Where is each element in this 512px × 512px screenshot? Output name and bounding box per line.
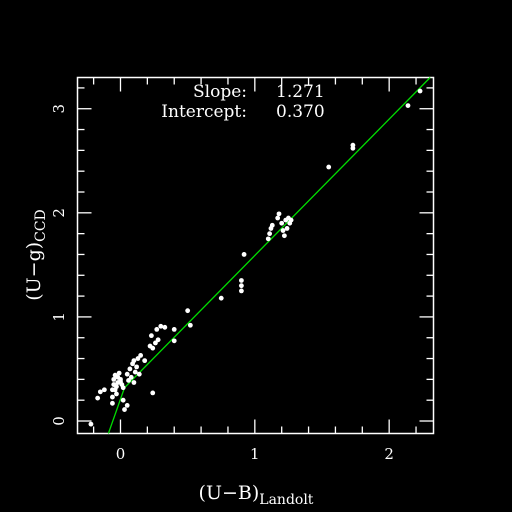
- data-point: [405, 103, 411, 109]
- x-axis-label-sub: Landolt: [259, 492, 314, 508]
- axis-ticks: [77, 77, 434, 434]
- data-point: [275, 215, 281, 221]
- data-point: [171, 338, 177, 344]
- data-point: [153, 340, 158, 346]
- data-point: [150, 345, 156, 351]
- data-point: [276, 211, 282, 217]
- y-axis-label-main: (U−g): [23, 242, 45, 301]
- x-tick-label: 1: [250, 445, 260, 463]
- fit-line: [107, 77, 431, 434]
- fit-line-lower: [107, 387, 126, 434]
- data-point: [136, 371, 142, 377]
- fit-annotation: Slope: 1.271 Intercept: 0.370: [161, 82, 324, 122]
- data-point: [122, 407, 127, 412]
- intercept-label: Intercept:: [161, 102, 247, 122]
- data-point: [118, 376, 123, 382]
- data-point: [135, 356, 141, 361]
- data-point: [128, 374, 134, 380]
- data-point: [114, 384, 119, 390]
- x-tick-label: 2: [384, 445, 394, 463]
- data-point: [127, 366, 133, 372]
- data-point: [162, 324, 168, 330]
- y-tick-label: 1: [50, 312, 68, 322]
- intercept-value: 0.370: [276, 102, 325, 122]
- data-point: [124, 402, 130, 408]
- y-tick-label: 3: [50, 104, 68, 114]
- slope-label: Slope:: [193, 82, 247, 102]
- data-point: [279, 220, 285, 226]
- plot-frame: [76, 76, 435, 435]
- y-axis-label-sub: CCD: [33, 209, 49, 242]
- data-point: [187, 322, 193, 328]
- data-point: [417, 88, 423, 94]
- data-point: [238, 278, 244, 283]
- data-point: [120, 385, 126, 391]
- data-point: [280, 228, 286, 233]
- data-point: [185, 308, 191, 314]
- data-point: [138, 353, 144, 358]
- y-axis-label: (U−g)CCD: [23, 209, 49, 301]
- data-point: [101, 387, 107, 393]
- data-point: [134, 364, 140, 370]
- y-tick-label: 0: [50, 416, 68, 426]
- data-point: [281, 233, 287, 239]
- data-point: [97, 389, 103, 395]
- data-point: [126, 378, 131, 383]
- data-point: [132, 369, 138, 375]
- data-point: [131, 380, 137, 385]
- data-point: [350, 145, 356, 151]
- tick-labels: 0 1 2 0 1 2 3: [50, 104, 394, 463]
- data-point: [116, 370, 122, 376]
- data-point: [288, 217, 294, 223]
- data-point: [111, 376, 117, 382]
- data-point: [284, 226, 290, 231]
- data-point: [114, 391, 119, 397]
- data-point: [267, 231, 273, 237]
- data-point: [326, 164, 332, 170]
- x-tick-label: 0: [116, 445, 126, 463]
- data-point: [154, 327, 160, 332]
- data-point: [124, 371, 130, 377]
- data-point: [269, 222, 275, 228]
- data-point: [88, 421, 94, 427]
- data-point: [241, 252, 247, 257]
- data-point: [150, 390, 156, 396]
- y-tick-label: 2: [50, 208, 68, 218]
- data-point: [142, 358, 148, 364]
- data-point: [171, 327, 177, 332]
- data-point: [110, 394, 115, 400]
- data-point: [218, 295, 224, 301]
- data-point: [131, 358, 137, 364]
- data-point: [110, 400, 115, 406]
- data-point: [148, 333, 154, 339]
- data-point: [158, 323, 164, 329]
- data-point: [265, 236, 271, 242]
- x-axis-label: (U−B)Landolt: [199, 482, 314, 508]
- data-points: [88, 88, 423, 427]
- data-point: [155, 337, 161, 343]
- data-point: [238, 283, 244, 289]
- data-point: [120, 397, 126, 403]
- x-axis-label-main: (U−B): [199, 482, 260, 504]
- data-point: [238, 288, 244, 294]
- fit-line-main: [124, 77, 431, 389]
- data-point: [95, 395, 101, 401]
- slope-value: 1.271: [276, 82, 325, 102]
